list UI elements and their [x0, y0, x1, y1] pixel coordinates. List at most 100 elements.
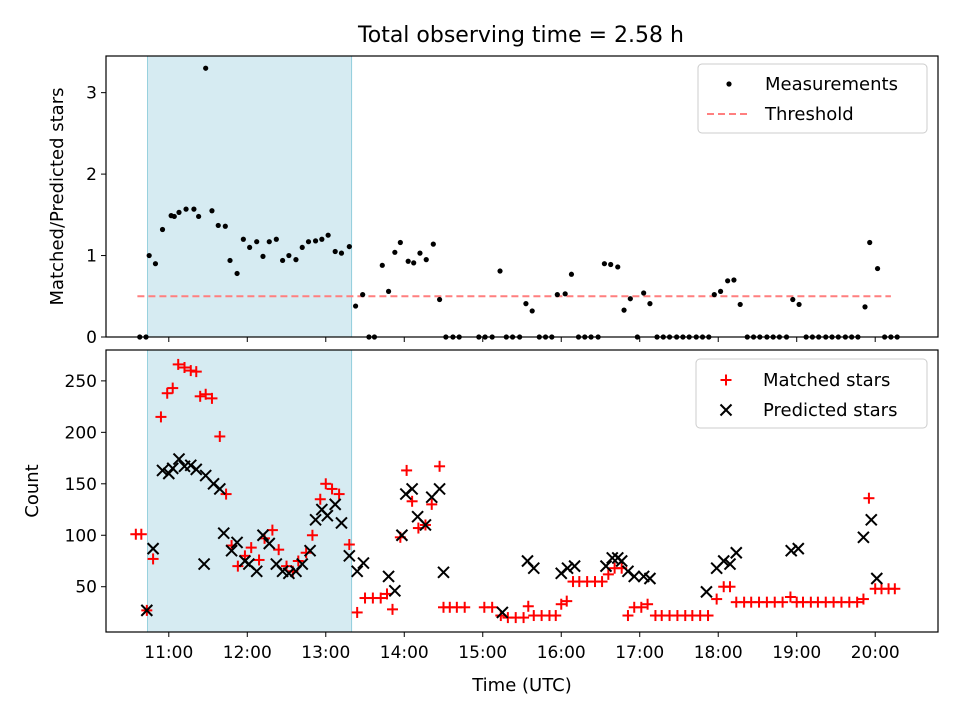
matched-point	[320, 478, 332, 490]
measurement-point	[790, 296, 796, 303]
measurement-point	[615, 264, 621, 270]
matched-point	[245, 542, 257, 554]
measurement-point	[731, 277, 737, 283]
predicted-point	[606, 551, 619, 565]
matched-point	[711, 593, 723, 605]
measurement-point	[146, 252, 152, 259]
measurement-point	[405, 258, 411, 264]
measurement-point	[338, 250, 345, 256]
matched-point	[314, 493, 326, 505]
bottom-highlight-span	[147, 349, 353, 633]
top-y-tick-label: 3	[86, 84, 97, 104]
predicted-point	[730, 546, 743, 559]
bottom-y-axis-label: Count	[22, 464, 43, 517]
top-plot-frame	[105, 55, 939, 338]
measurement-point	[867, 239, 873, 246]
measurement-point	[717, 288, 724, 294]
predicted-point	[166, 462, 179, 475]
measurement-point	[299, 244, 305, 251]
measurement-point	[430, 241, 436, 247]
matched-point	[206, 392, 218, 404]
matched-point	[863, 492, 875, 504]
measurement-point	[247, 244, 253, 251]
matched-star-points	[130, 358, 901, 624]
top-highlight-span	[147, 55, 353, 338]
predicted-point	[296, 557, 309, 571]
predicted-point	[561, 561, 574, 575]
measurement-point	[319, 236, 325, 242]
measurement-point	[266, 239, 272, 245]
legend-threshold-label: Threshold	[764, 104, 854, 125]
measurement-point	[568, 271, 575, 277]
matched-point	[190, 366, 202, 378]
legend-measurements-marker	[726, 81, 732, 87]
predicted-point	[723, 557, 737, 571]
matched-point	[333, 488, 345, 500]
predicted-point	[527, 561, 540, 575]
measurement-point	[360, 292, 366, 298]
matched-point	[401, 464, 413, 476]
measurement-point	[305, 239, 312, 245]
predicted-point	[190, 463, 203, 476]
measurement-point	[562, 291, 568, 297]
measurement-point	[436, 296, 443, 303]
matched-point	[253, 554, 265, 566]
x-axis-label: Time (UTC)	[471, 675, 572, 696]
matched-point	[889, 583, 901, 595]
matched-point	[777, 596, 789, 608]
x-tick-label: 19:00	[772, 643, 821, 663]
measurement-point	[203, 65, 209, 71]
measurement-point	[293, 257, 299, 263]
matched-point	[550, 610, 562, 622]
legend-predicted-label: Predicted stars	[763, 400, 897, 421]
measurement-point	[171, 213, 177, 220]
top-y-tick-label: 2	[86, 165, 97, 185]
bottom-panel: 11:00 12:00 13:00 14:00 15:00 16:00 17:00 18:00…	[22, 349, 939, 696]
measurement-point	[737, 301, 743, 308]
matched-point	[386, 603, 398, 615]
matched-point	[167, 382, 179, 394]
predicted-star-points	[140, 452, 883, 619]
measurement-point	[260, 253, 266, 259]
measurement-point	[379, 262, 385, 268]
top-panel: 0 1 2 3 Matched/Predicted stars Measurement…	[47, 55, 939, 348]
matched-point	[434, 460, 446, 472]
matched-point	[702, 610, 714, 622]
measurement-point	[191, 206, 197, 212]
predicted-point	[309, 513, 322, 527]
matched-point	[135, 528, 147, 540]
predicted-point	[328, 498, 342, 511]
measurement-point	[392, 249, 398, 255]
predicted-point	[599, 559, 613, 573]
measurement-point	[312, 238, 319, 244]
matched-point	[300, 547, 312, 559]
matched-point	[200, 388, 212, 400]
x-tick-label: 17:00	[615, 643, 664, 663]
legend-matched-label: Matched stars	[763, 370, 890, 391]
predicted-point	[388, 584, 402, 598]
predicted-point	[335, 516, 348, 530]
measurement-point	[641, 290, 647, 296]
predicted-point	[350, 565, 364, 578]
measurement-point	[353, 303, 359, 309]
measurement-point	[152, 261, 159, 267]
top-y-tick-label: 1	[86, 247, 97, 267]
measurement-point	[862, 304, 868, 310]
matched-point	[214, 430, 226, 442]
measurement-point	[423, 257, 429, 263]
matched-point	[232, 560, 244, 572]
legend-cross-glyph	[719, 403, 733, 417]
measurement-point	[529, 308, 535, 314]
predicted-point	[700, 585, 713, 599]
top-legend: Measurements Threshold	[697, 63, 928, 134]
matched-point	[635, 601, 647, 613]
matched-point	[306, 529, 318, 541]
measurement-point	[280, 257, 286, 264]
matched-point	[724, 581, 736, 593]
top-y-axis-label: Matched/Predicted stars	[47, 88, 68, 306]
chart-title: Total observing time = 2.58 h	[357, 23, 684, 48]
predicted-point	[405, 482, 419, 496]
matched-point	[172, 358, 184, 370]
matched-point	[426, 498, 438, 510]
